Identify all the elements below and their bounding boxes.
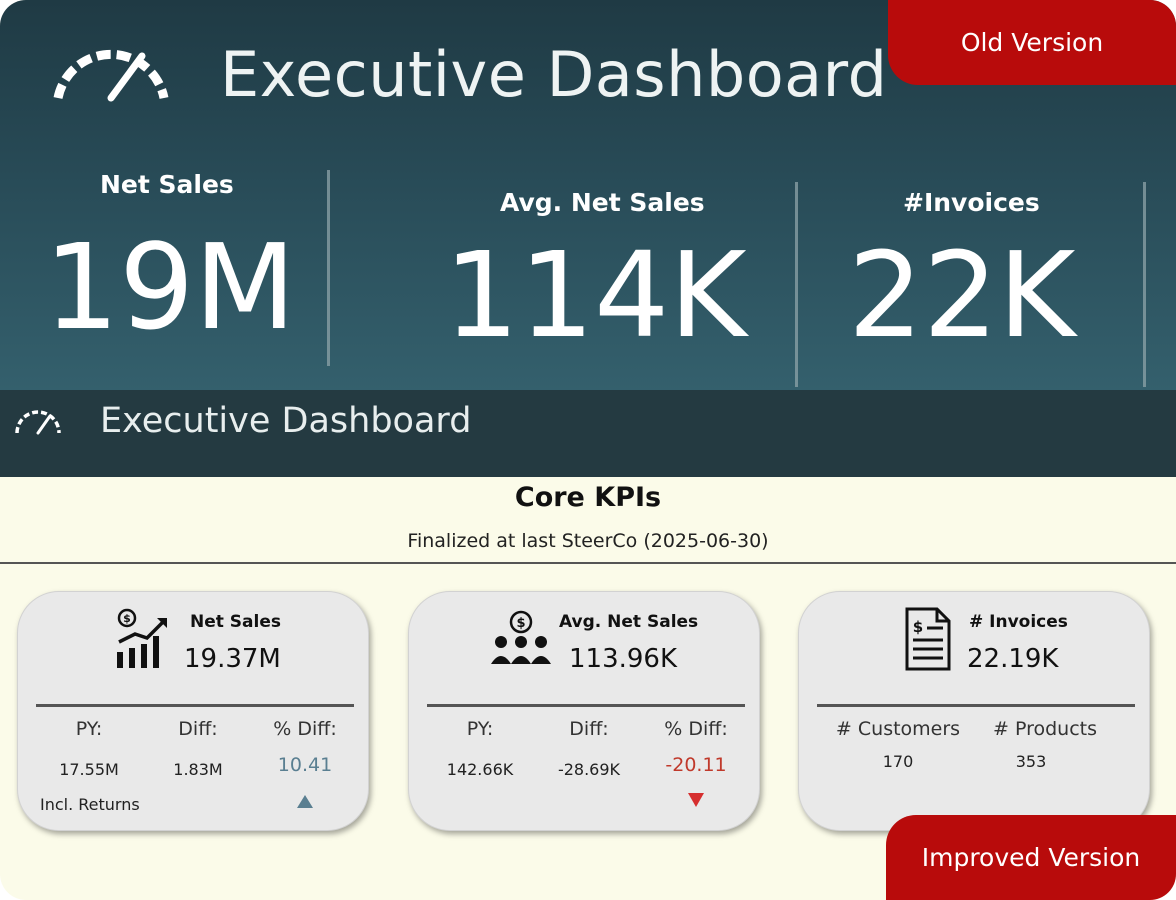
kpi-card-net-sales: $ Net Sales 19.37M PY: Diff: % Diff: 17.… [17,591,369,831]
card-note: Incl. Returns [40,795,140,814]
kpi-label: Net Sales [190,612,281,632]
diff-value: 1.83M [173,760,223,779]
invoice-document-icon: $ [905,607,951,671]
pct-diff-header: % Diff: [273,718,337,740]
kpi-card-invoices: $ # Invoices 22.19K # Customers # Produc… [798,591,1150,831]
sales-growth-chart-icon: $ [117,608,167,668]
kpi-value: 113.96K [569,644,678,674]
pct-diff-value: -20.11 [665,754,727,776]
customers-header: # Customers [835,718,961,740]
trend-down-icon [688,793,704,807]
old-divider [795,182,798,387]
kpi-card-avg-net-sales: $ Avg. Net Sales 113.96K PY: Diff: % Dif… [408,591,760,831]
kpi-label: Avg. Net Sales [559,612,699,632]
svg-text:$: $ [913,618,923,636]
old-kpi-value-avg-net-sales: 114K [444,226,747,364]
card-divider [36,704,354,707]
card-divider [427,704,745,707]
section-subtitle: Finalized at last SteerCo (2025-06-30) [407,530,769,552]
py-value: 142.66K [446,760,514,779]
diff-header: Diff: [569,718,609,740]
old-version-badge: Old Version [888,0,1176,85]
diff-value: -28.69K [557,760,621,779]
customer-group-dollar-icon: $ [491,610,551,664]
improved-header [0,390,1176,477]
trend-up-icon [297,795,313,808]
old-kpi-label-avg-net-sales: Avg. Net Sales [500,188,705,217]
old-divider [327,170,330,366]
kpi-label: # Invoices [969,612,1068,632]
products-value: 353 [1015,752,1047,771]
diff-header: Diff: [178,718,218,740]
svg-text:$: $ [516,616,525,631]
kpi-value: 19.37M [184,644,281,674]
kpi-value: 22.19K [967,644,1059,674]
improved-version-badge: Improved Version [886,815,1176,900]
pct-diff-header: % Diff: [664,718,728,740]
section-title: Core KPIs [514,482,662,513]
section-divider [0,562,1176,564]
products-header: # Products [993,718,1097,740]
speedometer-icon [15,410,61,435]
pct-diff-value: 10.41 [277,754,333,776]
py-header: PY: [466,718,494,740]
svg-text:$: $ [123,612,131,625]
speedometer-icon [53,49,169,102]
py-value: 17.55M [59,760,119,779]
old-kpi-value-invoices: 22K [848,226,1076,364]
improved-dashboard-title: Executive Dashboard [100,401,472,441]
card-divider [817,704,1135,707]
old-kpi-value-net-sales: 19M [44,218,296,356]
old-dashboard-title: Executive Dashboard [220,38,888,111]
py-header: PY: [75,718,103,740]
customers-value: 170 [882,752,914,771]
old-divider [1143,182,1146,387]
old-kpi-label-net-sales: Net Sales [100,170,234,199]
old-kpi-label-invoices: #Invoices [903,188,1040,217]
